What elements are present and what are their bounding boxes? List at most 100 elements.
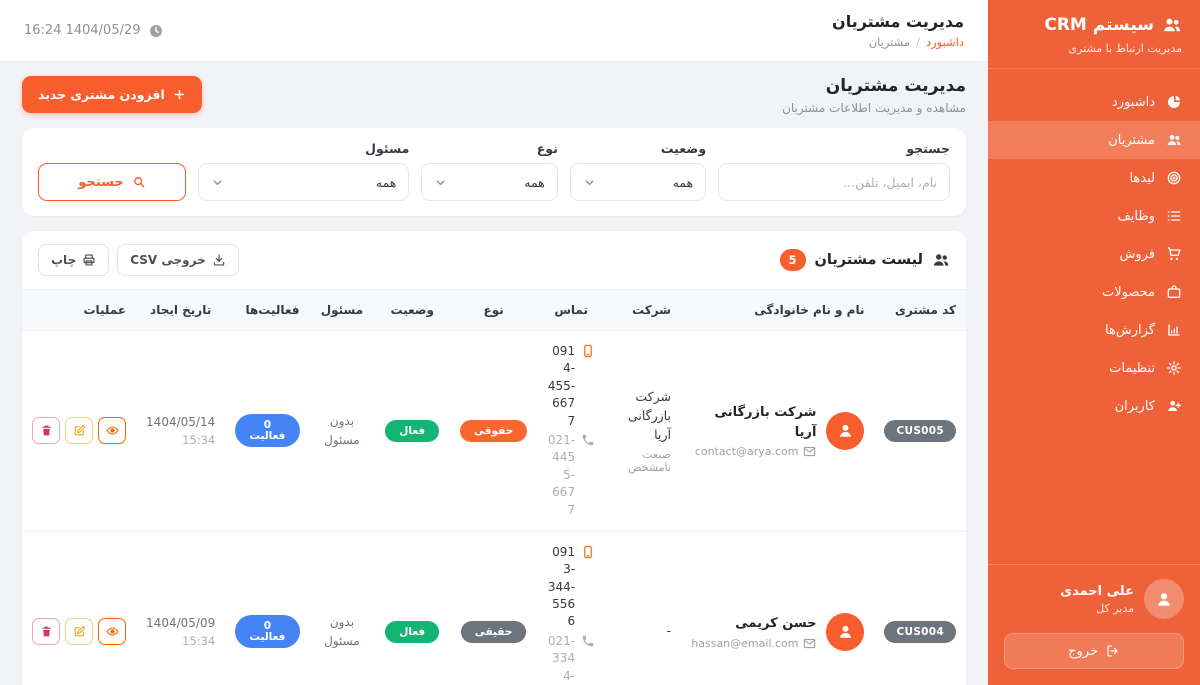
- column-header: نام و نام خانوادگی: [680, 290, 875, 331]
- customer-code-badge: CUS004: [884, 620, 956, 643]
- type-badge: حقیقی: [460, 620, 527, 644]
- customers-list-card: لیست مشتریان 5 خروجی CSV چاپ: [22, 231, 966, 685]
- search-button[interactable]: جستجو: [38, 163, 187, 201]
- sidebar-item[interactable]: وظایف: [988, 197, 1200, 235]
- add-customer-label: افزودن مشتری جدید: [38, 87, 165, 102]
- sidebar-item-label: وظایف: [1117, 208, 1155, 224]
- sidebar-item[interactable]: کاربران: [988, 387, 1200, 425]
- column-header: عملیات: [22, 290, 137, 331]
- trash-icon: [41, 426, 51, 436]
- customers-table: کد مشتری نام و نام خانوادگی شرکت تماس نوع وضع…: [22, 290, 966, 685]
- sidebar-item-label: گزارش‌ها: [1105, 322, 1155, 338]
- breadcrumb-separator: /: [916, 35, 920, 49]
- search-button-label: جستجو: [78, 174, 124, 190]
- products-icon: [1166, 284, 1182, 300]
- column-header: فعالیت‌ها: [225, 290, 310, 331]
- clock-icon: [149, 24, 162, 37]
- target-icon: [1166, 170, 1182, 186]
- created-time: 15:34: [182, 432, 216, 447]
- chevron-down-icon: [585, 179, 594, 185]
- company-name: -: [666, 623, 671, 639]
- type-label: نوع: [536, 141, 558, 156]
- cart-icon: [1166, 246, 1182, 262]
- status-value: همه: [672, 174, 694, 190]
- gear-icon: [1166, 360, 1182, 376]
- edit-button[interactable]: [65, 618, 94, 646]
- sidebar-item[interactable]: داشبورد: [988, 83, 1200, 121]
- column-header: تماس: [537, 290, 606, 331]
- filter-panel: جستجو وضعیت همه نوع همه: [22, 128, 966, 216]
- sidebar-item[interactable]: تنظیمات: [988, 349, 1200, 387]
- view-button[interactable]: [98, 618, 127, 646]
- reports-icon: [1166, 322, 1182, 338]
- search-input[interactable]: [718, 163, 950, 201]
- sidebar-footer: علی احمدی مدیر کل خروج: [988, 564, 1200, 685]
- edit-button[interactable]: [65, 417, 94, 445]
- person-icon: [837, 623, 854, 640]
- sidebar-item[interactable]: لیدها: [988, 159, 1200, 197]
- logout-button[interactable]: خروج: [1004, 633, 1184, 669]
- sidebar-item[interactable]: فروش: [988, 235, 1200, 273]
- trash-icon: [41, 626, 51, 637]
- download-icon: [213, 254, 224, 266]
- type-select[interactable]: همه: [421, 163, 558, 201]
- customer-email: contact@arya.com: [694, 445, 799, 459]
- sidebar-item[interactable]: مشتریان: [988, 121, 1200, 159]
- status-label: وضعیت: [660, 141, 707, 156]
- breadcrumb: داشبورد / مشتریان: [832, 35, 964, 49]
- customer-count-badge: 5: [779, 249, 806, 271]
- sidebar-item-label: محصولات: [1102, 284, 1155, 300]
- list-header: لیست مشتریان 5 خروجی CSV چاپ: [22, 231, 966, 290]
- phone-number: 021-4455-6677: [547, 432, 576, 517]
- datetime: 16:24 1404/05/29: [24, 23, 164, 39]
- assignee-value: بدون مسئول: [324, 614, 360, 648]
- status-select[interactable]: همه: [569, 163, 707, 201]
- view-button[interactable]: [98, 417, 127, 445]
- company-industry: صنعت نامشخص: [628, 447, 671, 474]
- delete-button[interactable]: [32, 618, 61, 646]
- page-subtitle: مشاهده و مدیریت اطلاعات مشتریان: [782, 101, 966, 115]
- envelope-icon: [804, 638, 816, 648]
- sidebar-item-label: فروش: [1119, 246, 1155, 262]
- delete-button[interactable]: [32, 417, 61, 445]
- assignee-select[interactable]: همه: [198, 163, 410, 201]
- print-button[interactable]: چاپ: [38, 244, 110, 276]
- column-header: تاریخ ایجاد: [136, 290, 226, 331]
- assignee-label: مسئول: [365, 141, 410, 156]
- user-role: مدیر کل: [1096, 601, 1134, 615]
- table-row: CUS005 شرکت بازرگانی آریا co: [22, 330, 966, 532]
- logout-icon: [1107, 645, 1118, 657]
- column-header: وضعیت: [374, 290, 451, 331]
- table-row: CUS004 حسن کریمی hassan@emai: [22, 530, 966, 685]
- eye-icon: [105, 426, 119, 436]
- activities-badge: 0 فعالیت: [235, 615, 300, 649]
- chevron-down-icon: [213, 179, 222, 185]
- created-time: 15:34: [182, 633, 216, 648]
- column-header: نوع: [450, 290, 538, 331]
- sidebar-item[interactable]: محصولات: [988, 273, 1200, 311]
- sidebar-item[interactable]: گزارش‌ها: [988, 311, 1200, 349]
- printer-icon: [83, 254, 95, 266]
- brand-title: سیستم CRM: [1044, 15, 1154, 35]
- edit-icon: [74, 626, 85, 637]
- breadcrumb-home[interactable]: داشبورد: [925, 35, 964, 49]
- page-title: مدیریت مشتریان: [825, 76, 966, 96]
- content: مدیریت مشتریان مشاهده و مدیریت اطلاعات م…: [0, 62, 988, 685]
- avatar: [826, 411, 865, 450]
- column-header: شرکت: [605, 290, 681, 331]
- mobile-icon: [584, 545, 592, 559]
- chevron-down-icon: [437, 179, 445, 185]
- add-customer-button[interactable]: افزودن مشتری جدید: [22, 76, 202, 113]
- list-title: لیست مشتریان 5: [779, 249, 950, 271]
- type-value: همه: [524, 174, 545, 190]
- sidebar-item-label: کاربران: [1114, 398, 1155, 414]
- breadcrumb-current: مشتریان: [868, 35, 911, 49]
- sidebar-item-label: داشبورد: [1112, 94, 1155, 110]
- users-icon: [1166, 132, 1182, 148]
- plus-icon: [174, 89, 185, 100]
- eye-icon: [105, 627, 119, 636]
- export-csv-button[interactable]: خروجی CSV: [117, 244, 239, 276]
- avatar: [1144, 579, 1184, 619]
- customer-name: شرکت بازرگانی آریا: [714, 405, 817, 440]
- created-date: 1404/05/09: [146, 615, 216, 630]
